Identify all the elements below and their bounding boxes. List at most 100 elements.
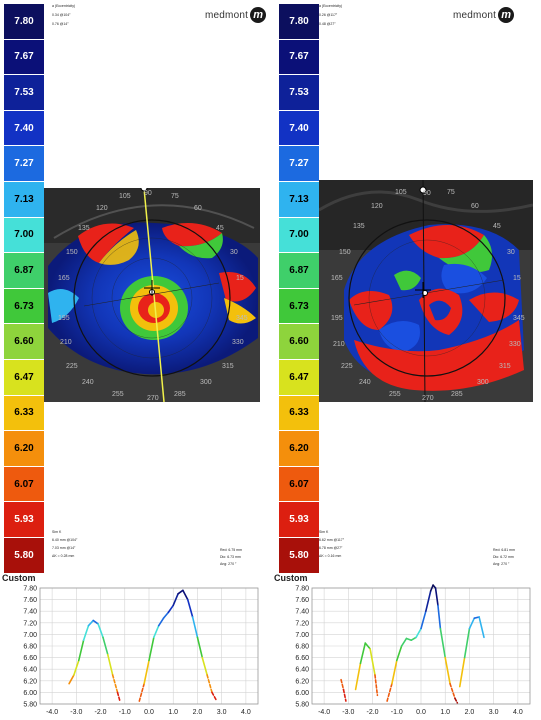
meridian-label: 270 <box>147 395 159 402</box>
series-segment <box>97 623 104 639</box>
x-tick-label: -1.0 <box>391 709 403 716</box>
meridian-label: 105 <box>119 193 131 200</box>
series-segment <box>425 590 432 613</box>
y-tick-label: 7.40 <box>23 609 37 616</box>
scale-cell: 6.47 <box>279 359 319 396</box>
series-segment <box>458 656 466 688</box>
scale-cell: 6.07 <box>4 466 44 503</box>
meridian-label: 165 <box>58 275 70 282</box>
series-segment <box>478 616 485 639</box>
scale-cell: 6.33 <box>4 395 44 432</box>
y-tick-label: 7.00 <box>23 632 37 639</box>
profile-title-left: Custom <box>2 573 36 583</box>
x-tick-label: 2.0 <box>465 709 475 716</box>
scale-cell: 6.47 <box>4 359 44 396</box>
scale-cell: 7.00 <box>279 217 319 254</box>
x-tick-label: -3.0 <box>342 709 354 716</box>
sim-k-readout: Sim K 6.62 mm @117° 6.78 mm @27° ΔK = 0.… <box>319 530 345 558</box>
meridian-label: 195 <box>331 315 343 322</box>
series-segment <box>415 627 422 639</box>
series-segment <box>102 636 109 656</box>
meridian-label: 105 <box>395 189 407 196</box>
series-segment <box>92 619 99 625</box>
meridian-label: 135 <box>78 225 90 232</box>
plot-frame <box>311 587 531 705</box>
scale-cell: 7.80 <box>279 4 319 40</box>
series-segment <box>391 659 398 685</box>
series-segment <box>68 674 75 685</box>
series-segment <box>196 636 204 659</box>
meridian-label: 165 <box>331 275 343 282</box>
scale-cell: 6.07 <box>279 466 319 503</box>
series-segment <box>186 598 194 618</box>
eccentricity-header: a (Eccentricity) 0.26 @117° 0.48 @27° <box>319 4 343 26</box>
series-segment <box>177 589 184 595</box>
scale-cell: 6.60 <box>279 324 319 360</box>
series-segment <box>405 637 413 642</box>
medmont-logo: medmont m <box>205 6 285 24</box>
series-segment <box>444 656 451 685</box>
meridian-label: 60 <box>194 205 202 212</box>
series-segment <box>340 678 345 691</box>
scale-cell: 6.73 <box>4 288 44 325</box>
scale-cell: 7.67 <box>279 39 319 76</box>
series-segment <box>211 691 218 702</box>
y-tick-label: 7.20 <box>23 620 37 627</box>
meridian-label: 330 <box>232 339 244 346</box>
series-segment <box>437 604 442 630</box>
meridian-label: 45 <box>493 223 501 230</box>
x-tick-label: -1.0 <box>119 709 131 716</box>
series-segment <box>162 611 170 619</box>
scale-cell: 7.27 <box>4 146 44 182</box>
series-segment <box>201 656 208 676</box>
stats-readout: Red: 6.75 mm Dio: 6.73 mm Ang: 270 ° <box>220 548 242 566</box>
scale-cell: 7.13 <box>4 181 44 218</box>
series-segment <box>473 616 480 619</box>
x-tick-label: -2.0 <box>367 709 379 716</box>
meridian-label: 255 <box>112 391 124 398</box>
meridian-label: 120 <box>371 203 383 210</box>
scale-cell: 7.80 <box>4 4 44 40</box>
y-tick-label: 5.80 <box>23 702 37 709</box>
meridian-label: 255 <box>389 391 401 398</box>
series-segment <box>429 584 434 592</box>
series-segment <box>172 593 179 607</box>
meridian-label: 285 <box>174 391 186 398</box>
scale-cell: 5.80 <box>279 537 319 574</box>
meridian-label: 240 <box>82 379 94 386</box>
y-tick-label: 6.20 <box>295 678 309 685</box>
meridian-label: 135 <box>353 223 365 230</box>
x-tick-label: -2.0 <box>95 709 107 716</box>
meridian-label: 45 <box>216 225 224 232</box>
plot-frame <box>39 587 259 705</box>
scale-cell: 7.00 <box>4 217 44 254</box>
meridian-label: 30 <box>507 249 515 256</box>
meridian-label: 30 <box>230 249 238 256</box>
y-tick-label: 6.40 <box>295 667 309 674</box>
meridian-label: 345 <box>236 315 248 322</box>
eccentricity-header: a (Eccentricity) 0.34 @104° 0.76 @14° <box>52 4 76 26</box>
x-tick-label: 0.0 <box>416 709 426 716</box>
scale-cell: 6.60 <box>4 324 44 360</box>
series-segment <box>87 619 95 627</box>
y-tick-label: 7.60 <box>295 597 309 604</box>
x-tick-label: 3.0 <box>489 709 499 716</box>
y-tick-label: 7.80 <box>295 586 309 593</box>
x-tick-label: 3.0 <box>217 709 227 716</box>
series-segment <box>153 624 160 639</box>
y-tick-label: 7.40 <box>295 609 309 616</box>
meridian-label: 285 <box>451 391 463 398</box>
color-scale-bar: 7.80 7.67 7.53 7.40 7.27 7.13 7.00 6.87 6.73 6.60… <box>4 4 44 574</box>
scale-cell: 7.67 <box>4 39 44 76</box>
meridian-label: 90 <box>423 190 431 197</box>
y-tick-label: 6.60 <box>295 655 309 662</box>
meridian-label: 15 <box>236 275 244 282</box>
x-tick-label: -3.0 <box>70 709 82 716</box>
right-eye-panel: 7.80 7.67 7.53 7.40 7.27 7.13 7.00 6.87 6.73 6.60… <box>275 0 541 574</box>
stats-readout: Red: 6.81 mm Dio: 6.72 mm Ang: 270 ° <box>493 548 515 566</box>
series-segment <box>354 662 362 691</box>
color-scale-bar: 7.80 7.67 7.53 7.40 7.27 7.13 7.00 6.87 6.73 6.60… <box>279 4 319 574</box>
x-tick-label: -4.0 <box>318 709 330 716</box>
scale-cell: 7.40 <box>4 110 44 147</box>
x-tick-label: -4.0 <box>46 709 58 716</box>
